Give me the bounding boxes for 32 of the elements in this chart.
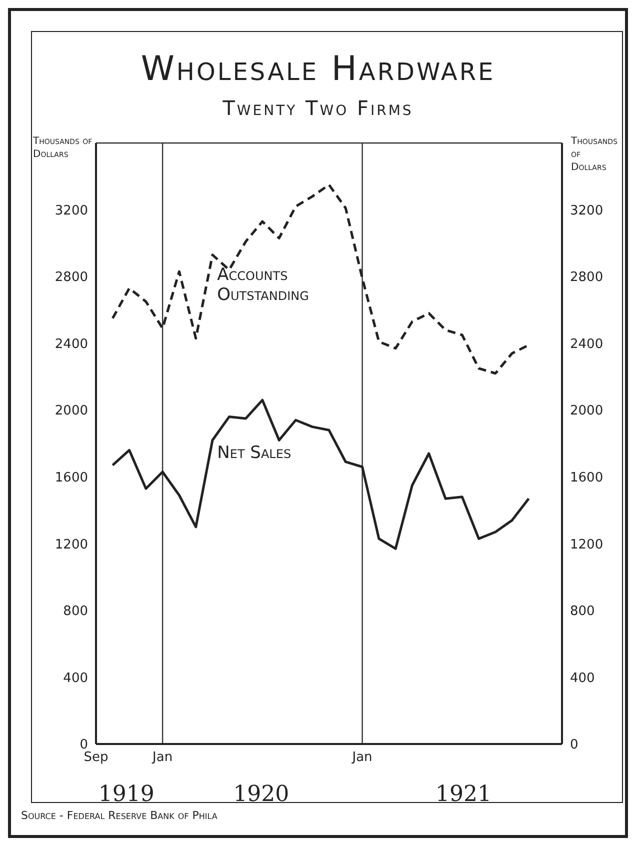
y-tick-label: 2000 — [54, 404, 88, 419]
y2-tick-label: 0 — [570, 738, 578, 753]
y-tick-label: 1600 — [54, 470, 88, 486]
chart-title: Wholesale Hardware — [140, 49, 496, 89]
x-tick-label: Jan — [351, 750, 372, 766]
source-note: Source - Federal Reserve Bank of Phila — [21, 809, 218, 822]
text: 1919 — [97, 782, 156, 807]
line-series — [111, 183, 530, 375]
y-axis-title: Thousands of Dollars — [33, 135, 94, 161]
y2-tick-label: 2800 — [570, 270, 604, 286]
y2-tick-label: 800 — [570, 604, 595, 620]
text: 1920 — [232, 782, 290, 807]
line-series — [111, 398, 530, 550]
y2-tick-label: 2000 — [570, 404, 604, 419]
y2-tick-label: 1200 — [570, 537, 604, 552]
y-tick-label: 2800 — [54, 270, 88, 286]
y2-tick-label: 2400 — [570, 336, 604, 352]
y-tick-label: 400 — [63, 670, 88, 686]
y2-tick-label: 400 — [570, 670, 595, 686]
y-tick-label: 3200 — [54, 203, 88, 218]
series-label: Net Sales — [217, 442, 292, 463]
text: 1921 — [434, 782, 492, 807]
series-label: Accounts Outstanding — [217, 265, 310, 306]
y-tick-label: 800 — [63, 604, 88, 620]
y2-axis-title: Thousands of Dollars — [571, 135, 618, 174]
x-tick-label: Jan — [152, 750, 173, 766]
x-tick-label: Sep — [84, 750, 108, 766]
y2-tick-label: 3200 — [570, 203, 604, 218]
y-tick-label: 2400 — [54, 336, 88, 352]
y2-tick-label: 1600 — [570, 470, 604, 486]
chart-subtitle: Twenty Two Firms — [222, 96, 414, 120]
y-tick-label: 1200 — [54, 537, 88, 552]
